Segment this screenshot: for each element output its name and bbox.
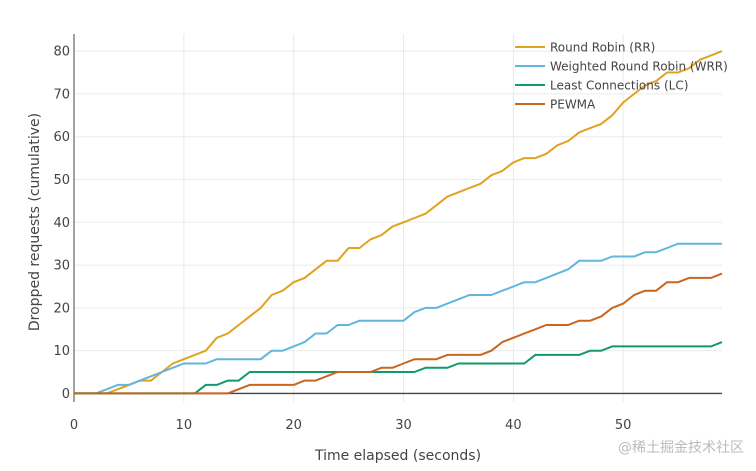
y-axis-title: Dropped requests (cumulative) (27, 113, 43, 331)
series-layer (74, 50, 723, 395)
y-tick-label-1: 10 (53, 344, 70, 359)
y-tick-label-6: 60 (53, 130, 70, 145)
y-tick-label-5: 50 (53, 173, 70, 188)
x-tick-labels: 0 10 20 30 40 50 (70, 418, 632, 433)
x-axis-title: Time elapsed (seconds) (314, 448, 481, 464)
x-tick-label-0: 0 (70, 418, 78, 433)
grid-lines (73, 34, 722, 402)
watermark: @稀土掘金技术社区 (618, 440, 744, 456)
series-line-3 (74, 272, 723, 395)
y-tick-label-2: 20 (53, 301, 70, 316)
x-tick-label-2: 20 (285, 418, 302, 433)
legend-label-0: Round Robin (RR) (550, 41, 655, 55)
y-tick-label-7: 70 (53, 87, 70, 102)
series-line-1 (74, 242, 722, 395)
y-tick-label-8: 80 (53, 45, 70, 60)
y-tick-label-3: 30 (53, 259, 70, 274)
legend-label-1: Weighted Round Robin (WRR) (550, 60, 728, 74)
x-tick-label-5: 50 (615, 418, 632, 433)
x-tick-label-1: 10 (176, 418, 193, 433)
y-tick-label-4: 40 (53, 216, 70, 231)
y-tick-labels: 0 10 20 30 40 50 60 70 80 (53, 45, 70, 402)
series-line-0 (74, 50, 723, 395)
x-tick-label-3: 30 (395, 418, 412, 433)
legend-label-3: PEWMA (550, 98, 596, 112)
x-tick-label-4: 40 (505, 418, 522, 433)
legend-label-2: Least Connections (LC) (550, 79, 688, 93)
legend: Round Robin (RR) Weighted Round Robin (WR… (515, 41, 728, 112)
y-tick-label-0: 0 (62, 387, 70, 402)
